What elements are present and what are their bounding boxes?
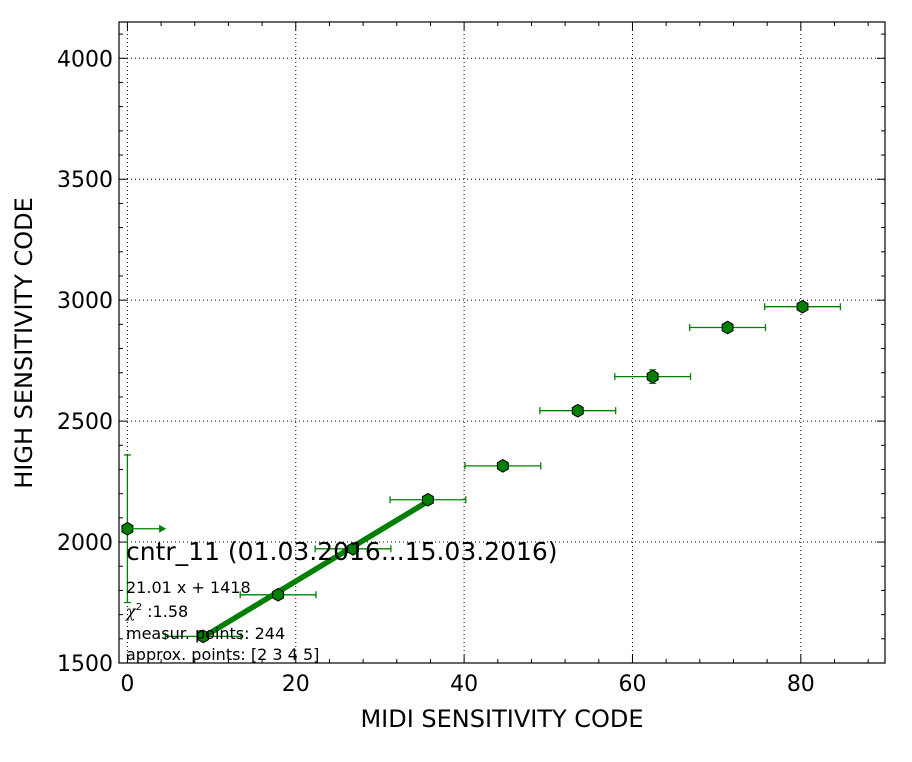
y-tick-label: 4000 <box>57 47 113 72</box>
fit-line-group <box>201 499 430 640</box>
data-point <box>721 320 734 335</box>
data-point <box>347 541 359 556</box>
fit-line <box>201 499 430 640</box>
y-tick-label: 3000 <box>57 289 113 314</box>
data-point <box>646 369 659 384</box>
chi-symbol: χ <box>125 602 137 621</box>
data-point <box>571 403 584 418</box>
data-point <box>197 629 210 644</box>
measur-points-text: measur. points: 244 <box>126 624 285 643</box>
data-point <box>421 492 434 507</box>
x-tick-label: 0 <box>120 672 134 697</box>
data-point <box>272 587 285 602</box>
chi-exponent: 2 <box>136 602 142 613</box>
chi-square-text: χ2 :1.58 <box>125 602 188 621</box>
x-tick-labels: 0 20 40 60 80 <box>120 672 814 697</box>
x-tick-label: 60 <box>618 672 646 697</box>
y-tick-labels: 1500 2000 2500 3000 3500 4000 <box>57 47 113 677</box>
data-point <box>796 299 809 314</box>
approx-points-text: approx. points: [2 3 4 5] <box>126 645 319 664</box>
annotations: cntr_11 (01.03.2016...15.03.2016) 21.01 … <box>125 537 558 664</box>
x-tick-label: 80 <box>787 672 815 697</box>
data-markers <box>121 299 809 644</box>
y-axis-label: HIGH SENSITIVITY CODE <box>10 197 38 489</box>
data-point <box>496 458 509 473</box>
y-tick-label: 3500 <box>57 168 113 193</box>
plot-frame <box>118 21 886 664</box>
limit-arrow-head <box>159 524 167 533</box>
x-tick-label: 20 <box>282 672 310 697</box>
x-tick-label: 40 <box>450 672 478 697</box>
minor-ticks <box>119 22 885 663</box>
chi-value: :1.58 <box>142 602 188 621</box>
grid-lines <box>119 22 885 664</box>
arrow-group <box>127 524 167 533</box>
chart-title: cntr_11 (01.03.2016...15.03.2016) <box>126 537 558 566</box>
data-point <box>121 521 134 536</box>
fit-equation: 21.01 x + 1418 <box>126 578 251 597</box>
y-tick-label: 1500 <box>57 652 113 677</box>
y-tick-label: 2000 <box>57 531 113 556</box>
x-axis-label: MIDI SENSITIVITY CODE <box>360 705 643 733</box>
y-tick-label: 2500 <box>57 410 113 435</box>
